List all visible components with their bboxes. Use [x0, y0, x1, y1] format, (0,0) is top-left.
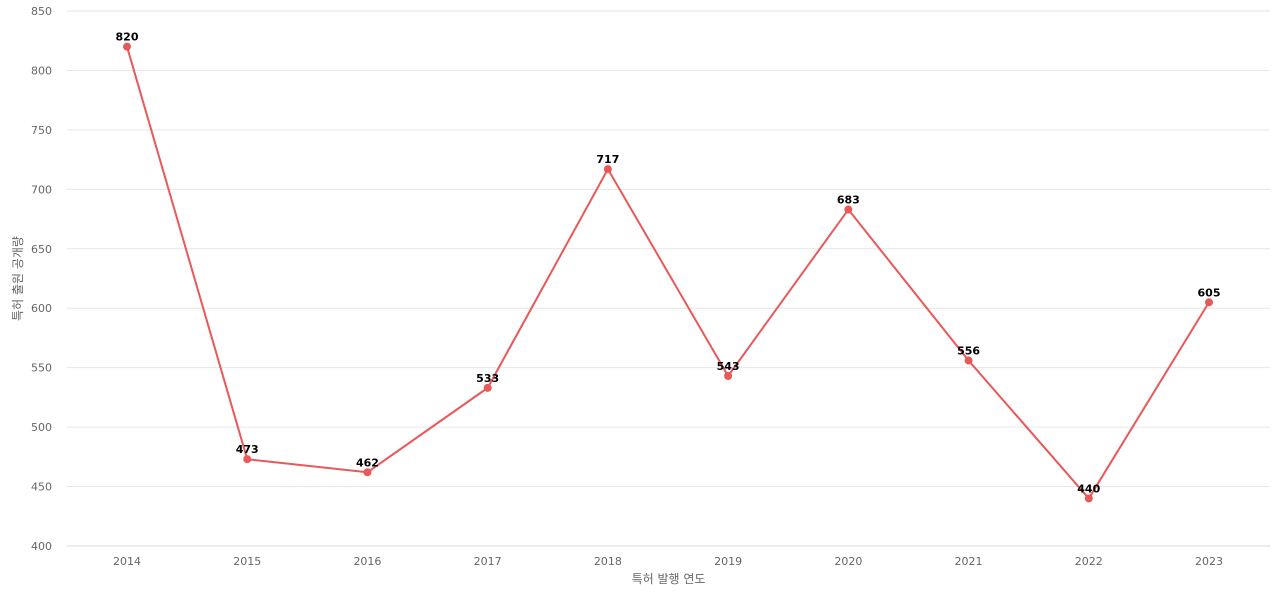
y-tick-label: 450	[31, 481, 52, 494]
data-point[interactable]	[1084, 494, 1093, 503]
data-point[interactable]	[1205, 298, 1213, 307]
x-tick-label: 2014	[113, 555, 141, 568]
y-tick-labels: 400 450 500 550 600 650 700 750 800 850	[31, 5, 52, 553]
x-tick-labels: 2014 2015 2016 2017 2018 2019 2020 2021 2022 2023	[113, 555, 1223, 568]
y-gridlines	[67, 10, 1270, 547]
data-point[interactable]	[243, 455, 252, 464]
y-tick-label: 550	[31, 362, 52, 375]
data-label: 533	[476, 372, 499, 385]
data-point[interactable]	[964, 356, 973, 365]
x-tick-label: 2016	[353, 555, 381, 568]
y-tick-label: 800	[31, 64, 52, 77]
x-tick-label: 2019	[714, 555, 742, 568]
data-point[interactable]	[123, 42, 131, 51]
x-tick-label: 2015	[233, 555, 261, 568]
series-line	[126, 46, 1210, 500]
y-tick-label: 400	[31, 540, 52, 553]
series	[123, 42, 1213, 503]
x-tick-label: 2023	[1195, 555, 1223, 568]
y-tick-label: 700	[31, 183, 52, 196]
data-label: 556	[957, 345, 980, 358]
data-labels: 820 473 462 533 717 543 683 556 440 605	[116, 31, 1221, 496]
data-point[interactable]	[844, 205, 853, 214]
y-axis-title: 특허 출원 공개량	[11, 236, 25, 321]
data-point[interactable]	[724, 371, 733, 380]
x-tick-label: 2022	[1075, 555, 1103, 568]
y-tick-label: 650	[31, 243, 52, 256]
data-point[interactable]	[483, 383, 492, 392]
y-tick-label: 500	[31, 421, 52, 434]
x-tick-label: 2020	[834, 555, 862, 568]
y-tick-label: 600	[31, 302, 52, 315]
data-label: 440	[1077, 482, 1100, 495]
x-tick-label: 2021	[955, 555, 983, 568]
data-label: 473	[236, 443, 259, 456]
y-tick-label: 750	[31, 124, 52, 137]
data-label: 683	[837, 194, 860, 207]
x-axis-title: 특허 발행 연도	[632, 571, 706, 586]
x-tick-label: 2017	[474, 555, 502, 568]
data-label: 605	[1198, 286, 1221, 299]
y-tick-label: 850	[31, 5, 52, 18]
data-label: 543	[717, 360, 740, 373]
data-point[interactable]	[363, 468, 372, 477]
data-point[interactable]	[603, 165, 612, 174]
data-label: 820	[116, 31, 139, 44]
data-label: 462	[356, 456, 379, 469]
data-label: 717	[596, 153, 619, 166]
x-tick-label: 2018	[594, 555, 622, 568]
